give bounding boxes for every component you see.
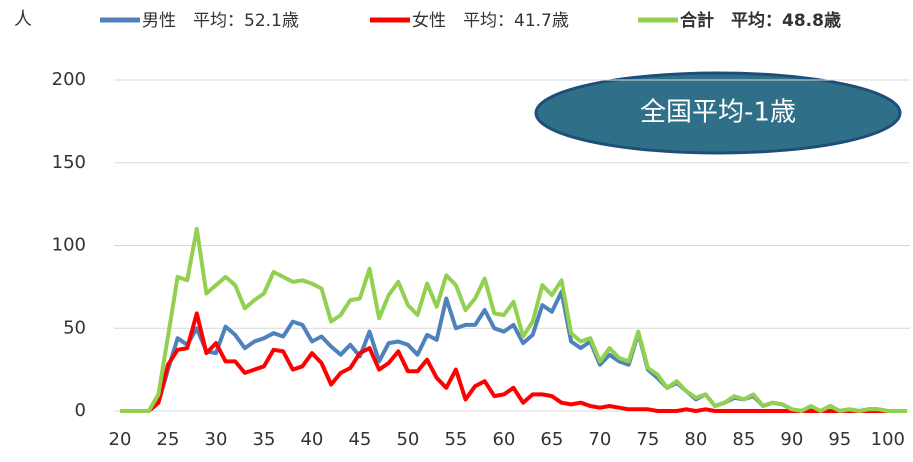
y-tick-label: 150 (52, 152, 86, 173)
y-tick-label: 50 (63, 317, 86, 338)
y-tick-label: 0 (75, 400, 86, 421)
x-tick-label: 75 (636, 429, 659, 450)
x-tick-label: 70 (588, 429, 611, 450)
legend-label: 合計 平均：48.8歳 (680, 10, 841, 31)
x-tick-label: 85 (732, 429, 755, 450)
y-tick-label: 100 (52, 235, 86, 256)
legend-label: 女性 平均：41.7歳 (412, 11, 569, 31)
x-tick-label: 80 (684, 429, 707, 450)
x-tick-label: 40 (300, 429, 323, 450)
series-line (120, 311, 907, 413)
x-tick-label: 55 (444, 429, 467, 450)
x-tick-label: 20 (109, 429, 132, 450)
x-tick-label: 30 (205, 429, 228, 450)
x-tick-label: 100 (871, 429, 905, 450)
x-tick-label: 90 (780, 429, 803, 450)
x-tick-label: 65 (540, 429, 563, 450)
y-tick-label: 200 (52, 69, 86, 90)
annotation: 全国平均-1歳 (534, 71, 902, 155)
x-tick-label: 50 (396, 429, 419, 450)
series-line (120, 289, 907, 413)
x-tick-label: 60 (492, 429, 515, 450)
annotation-text: 全国平均-1歳 (640, 98, 796, 128)
x-tick-label: 25 (157, 429, 180, 450)
legend-label: 男性 平均：52.1歳 (142, 11, 299, 31)
x-tick-label: 35 (253, 429, 276, 450)
x-tick-label: 95 (828, 429, 851, 450)
series-line (120, 226, 907, 413)
x-tick-label: 45 (348, 429, 371, 450)
unit-label: 人 (14, 9, 32, 30)
annotation-ellipse (534, 71, 902, 155)
